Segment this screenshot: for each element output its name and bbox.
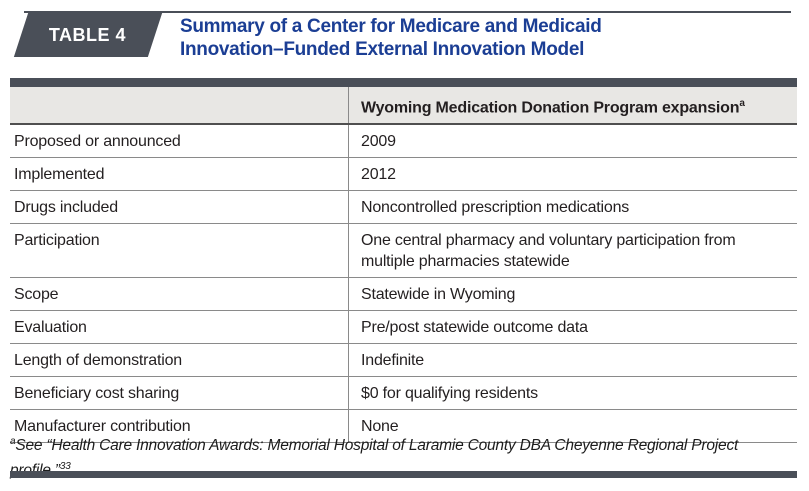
- header-empty-cell: [10, 87, 348, 123]
- row-label: Participation: [14, 232, 100, 250]
- row-label: Beneficiary cost sharing: [14, 385, 180, 403]
- table-row: Implemented 2012: [10, 158, 797, 192]
- row-label: Manufacturer contribution: [14, 418, 191, 436]
- table-title-line1: Summary of a Center for Medicare and Med…: [180, 16, 602, 37]
- footnote-marker: a: [10, 436, 16, 447]
- table-row: Scope Statewide in Wyoming: [10, 278, 797, 312]
- row-value: Pre/post statewide outcome data: [348, 311, 797, 344]
- table-number-label: TABLE 4: [49, 24, 127, 45]
- table-number-badge: TABLE 4: [13, 13, 163, 57]
- bottom-rule-bar: [10, 471, 797, 478]
- column-header-footnote-marker: a: [739, 98, 745, 109]
- row-label: Length of demonstration: [14, 352, 182, 370]
- table-body: Proposed or announced 2009 Implemented 2…: [10, 125, 797, 444]
- row-label: Drugs included: [14, 199, 118, 217]
- row-label: Scope: [14, 286, 59, 304]
- row-value: Indefinite: [348, 344, 797, 377]
- column-header-text: Wyoming Medication Donation Program expa…: [361, 99, 740, 117]
- row-value: None: [348, 410, 797, 443]
- table-row: Length of demonstration Indefinite: [10, 344, 797, 378]
- table-row: Manufacturer contribution None: [10, 410, 797, 444]
- row-label: Evaluation: [14, 319, 87, 337]
- table-row: Participation One central pharmacy and v…: [10, 224, 797, 279]
- table-title-line2: Innovation–Funded External Innovation Mo…: [180, 39, 585, 60]
- table-top-bar: [10, 78, 797, 87]
- row-value: $0 for qualifying residents: [348, 377, 797, 410]
- table-title: Summary of a Center for Medicare and Med…: [180, 15, 602, 61]
- row-label: Implemented: [14, 166, 105, 184]
- row-value: Statewide in Wyoming: [348, 278, 797, 311]
- table-row: Evaluation Pre/post statewide outcome da…: [10, 311, 797, 345]
- table-row: Proposed or announced 2009: [10, 125, 797, 159]
- table-header-row: Wyoming Medication Donation Program expa…: [10, 87, 797, 126]
- row-value: One central pharmacy and voluntary parti…: [348, 224, 797, 278]
- summary-table: Wyoming Medication Donation Program expa…: [10, 78, 797, 444]
- column-header-cell: Wyoming Medication Donation Program expa…: [348, 87, 797, 124]
- footnote-citation-number: 33: [59, 461, 71, 473]
- header-rule: [24, 11, 791, 13]
- row-value: Noncontrolled prescription medications: [348, 191, 797, 224]
- row-value: 2009: [348, 125, 797, 158]
- row-value: 2012: [348, 158, 797, 191]
- table-row: Beneficiary cost sharing $0 for qualifyi…: [10, 377, 797, 411]
- row-label: Proposed or announced: [14, 133, 181, 151]
- table-row: Drugs included Noncontrolled prescriptio…: [10, 191, 797, 225]
